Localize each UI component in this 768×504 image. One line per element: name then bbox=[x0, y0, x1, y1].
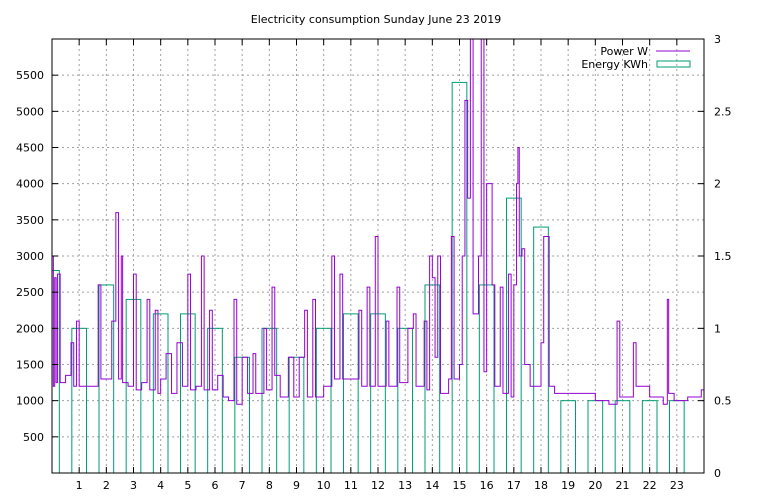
power-series bbox=[52, 39, 704, 405]
x-tick-label: 17 bbox=[507, 479, 521, 492]
x-tick-label: 2 bbox=[103, 479, 110, 492]
energy-bar bbox=[315, 327, 332, 473]
y2-tick-label: 1 bbox=[714, 322, 721, 335]
x-tick-label: 4 bbox=[157, 479, 164, 492]
energy-bar bbox=[587, 400, 604, 473]
legend-energy-label: Energy KWh bbox=[581, 58, 648, 71]
y-tick-label: 500 bbox=[23, 431, 44, 444]
energy-bar bbox=[505, 197, 522, 473]
energy-bar bbox=[397, 327, 414, 473]
y2-tick-label: 2.5 bbox=[714, 105, 732, 118]
y-tick-label: 2000 bbox=[16, 322, 44, 335]
legend: Power W Energy KWh bbox=[581, 45, 691, 71]
x-tick-label: 7 bbox=[239, 479, 246, 492]
x-tick-label: 15 bbox=[453, 479, 467, 492]
energy-bar bbox=[533, 226, 549, 473]
x-tick-label: 9 bbox=[293, 479, 300, 492]
x-tick-label: 12 bbox=[371, 479, 385, 492]
y2-tick-label: 0 bbox=[714, 467, 721, 480]
x-tick-label: 21 bbox=[616, 479, 630, 492]
energy-bar bbox=[641, 400, 658, 473]
x-tick-label: 23 bbox=[670, 479, 684, 492]
y-tick-label: 4000 bbox=[16, 178, 44, 191]
energy-bar bbox=[451, 81, 468, 473]
energy-bar bbox=[668, 400, 685, 473]
x-tick-label: 10 bbox=[317, 479, 331, 492]
y2-tick-label: 0.5 bbox=[714, 395, 732, 408]
x-tick-label: 8 bbox=[266, 479, 273, 492]
x-tick-label: 22 bbox=[643, 479, 657, 492]
y-tick-label: 5500 bbox=[16, 69, 44, 82]
x-tick-label: 11 bbox=[344, 479, 358, 492]
y-tick-label: 3000 bbox=[16, 250, 44, 263]
y-tick-label: 5000 bbox=[16, 105, 44, 118]
x-tick-label: 6 bbox=[212, 479, 219, 492]
axis-ticks: 1 2 3 4 5 6 7 8 9 10 11 12 13 14 15 16 17 18 19 20 21 22 23500… bbox=[16, 33, 732, 492]
chart-title: Electricity consumption Sunday June 23 2… bbox=[251, 13, 501, 26]
y-tick-label: 1000 bbox=[16, 395, 44, 408]
x-tick-label: 3 bbox=[130, 479, 137, 492]
energy-bar bbox=[207, 327, 223, 473]
x-tick-label: 19 bbox=[561, 479, 575, 492]
y-tick-label: 1500 bbox=[16, 359, 44, 372]
x-tick-label: 18 bbox=[534, 479, 548, 492]
legend-power-label: Power W bbox=[600, 45, 648, 58]
y-tick-label: 4500 bbox=[16, 142, 44, 155]
y-tick-label: 3500 bbox=[16, 214, 44, 227]
x-tick-label: 1 bbox=[76, 479, 83, 492]
x-tick-label: 5 bbox=[184, 479, 191, 492]
legend-energy-swatch bbox=[656, 60, 691, 68]
energy-bar bbox=[152, 313, 169, 473]
x-tick-label: 16 bbox=[480, 479, 494, 492]
y2-tick-label: 3 bbox=[714, 33, 721, 46]
energy-bar bbox=[261, 327, 278, 473]
y2-tick-label: 2 bbox=[714, 178, 721, 191]
energy-series bbox=[52, 81, 685, 473]
y-tick-label: 2500 bbox=[16, 286, 44, 299]
energy-bar bbox=[342, 313, 359, 473]
x-tick-label: 13 bbox=[398, 479, 412, 492]
y2-tick-label: 1.5 bbox=[714, 250, 732, 263]
x-tick-label: 20 bbox=[588, 479, 602, 492]
x-tick-label: 14 bbox=[425, 479, 439, 492]
power-line bbox=[52, 39, 704, 405]
